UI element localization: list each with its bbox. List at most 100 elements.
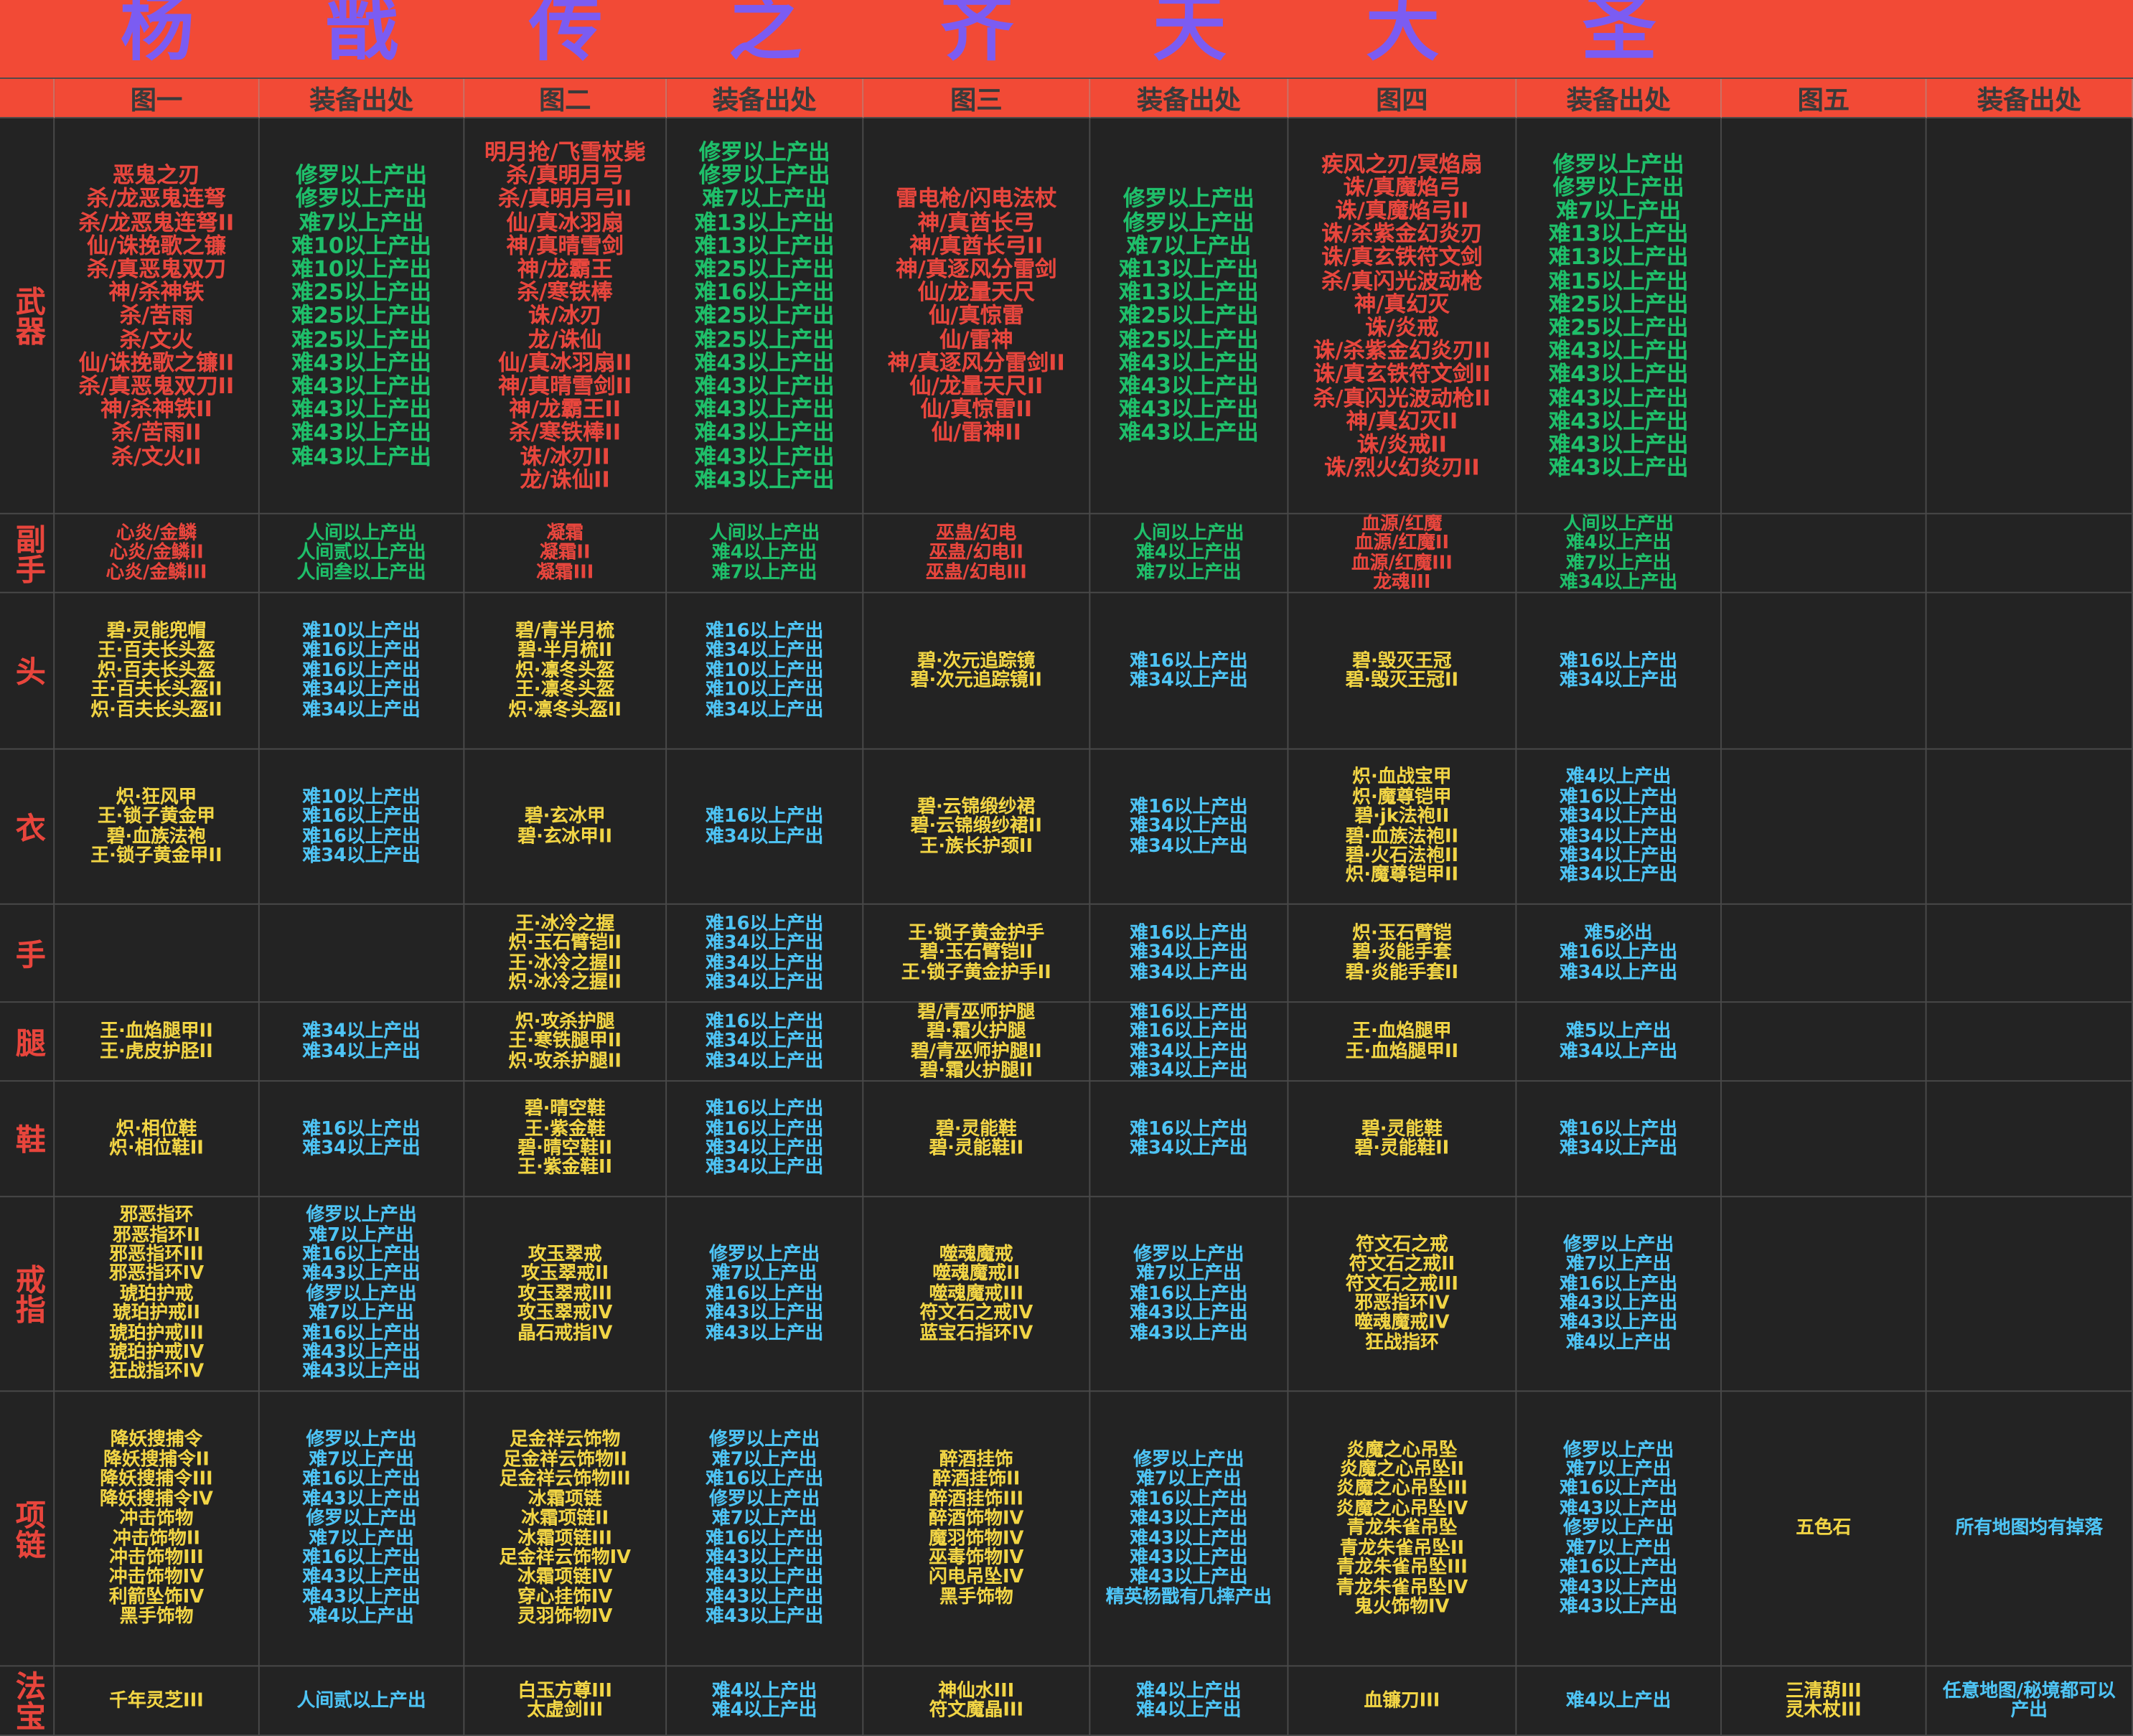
source-text: 难34以上产出 <box>705 825 824 848</box>
item-name: 仙/雷神II <box>931 419 1021 446</box>
source-text: 任意地图/秘境都可以 <box>1942 1679 2116 1702</box>
table-cell: 难34以上产出 难34以上产出 <box>259 1003 465 1082</box>
source-text: 难16以上产出 <box>705 805 824 827</box>
source-text: 难43以上产出 <box>694 466 835 492</box>
source-text: 难25以上产出 <box>1548 314 1689 340</box>
item-name: 心炎/金鳞 <box>116 522 197 545</box>
category-cell: 腿 <box>0 1003 55 1082</box>
table-cell: 难5以上产出 难34以上产出 <box>1516 1003 1722 1082</box>
source-text: 难43以上产出 <box>302 1566 421 1588</box>
item-name: 符文石之戒 <box>1356 1234 1448 1256</box>
source-text: 难16以上产出 <box>1560 942 1678 964</box>
item-name: 仙/龙量天尺II <box>909 372 1044 399</box>
item-name: 炽·相位鞋II <box>109 1137 204 1160</box>
title-cell: 戬 <box>260 0 465 79</box>
item-name: 足金祥云饰物 <box>510 1429 621 1451</box>
table-cell: 千年灵芝III <box>55 1666 260 1736</box>
item-name: 碧·灵能鞋 <box>1361 1117 1443 1140</box>
table-cell: 难4以上产出 难4以上产出 <box>1090 1666 1289 1736</box>
source-text: 难4以上产出 <box>1136 542 1242 564</box>
title-bar <box>0 0 2133 79</box>
item-name: 诛/真魔焰弓II <box>1335 197 1469 223</box>
item-name: 灵羽饰物IV <box>517 1605 613 1628</box>
item-name: 琥珀护戒 <box>119 1282 194 1305</box>
item-name: 仙/诛挽歌之镰 <box>87 232 226 258</box>
table-cell <box>1721 1003 1927 1082</box>
item-name: 龙/诛仙 <box>528 326 602 352</box>
item-name: 碧·次元追踪镜 <box>917 649 1036 672</box>
item-name: 冰霜项链 <box>528 1488 602 1510</box>
item-name: 冲击饰物IV <box>108 1566 205 1588</box>
source-text: 难7以上产出 <box>702 185 827 212</box>
header-text: 装备出处 <box>309 85 413 116</box>
source-text: 难43以上产出 <box>1119 419 1259 446</box>
table-cell: 修罗以上产出 修罗以上产出 难7以上产出 难13以上产出 难13以上产出 难15以上产出难… <box>1516 118 1722 515</box>
item-name: 凝霜 <box>546 522 583 545</box>
category-label: 手 <box>10 938 44 968</box>
source-text: 难25以上产出 <box>694 255 835 282</box>
item-name: 诛/真玄铁符文剑 <box>1321 244 1483 271</box>
item-name: 王·族长护颈II <box>919 835 1033 857</box>
source-text: 难4以上产出 <box>1136 1679 1242 1702</box>
source-text: 难43以上产出 <box>1560 1312 1678 1334</box>
item-name: 噬魂魔戒IV <box>1354 1312 1450 1334</box>
item-name: 碧·云锦缎纱裙II <box>910 815 1042 837</box>
header-cell <box>0 78 55 118</box>
table-cell: 五色石 <box>1721 1392 1927 1667</box>
item-name: 碧/青巫师护腿II <box>910 1040 1042 1062</box>
table-cell: 降妖搜捕令 降妖搜捕令II 降妖搜捕令III 降妖搜捕令IV 冲击饰物 冲击饰物II 冲击饰… <box>55 1392 260 1667</box>
table-cell: 难16以上产出 难34以上产出 <box>259 1082 465 1198</box>
item-name: 穿心挂饰IV <box>517 1585 613 1608</box>
source-text: 难16以上产出 <box>705 1117 824 1140</box>
source-text: 难43以上产出 <box>1560 1595 1678 1618</box>
item-name: 炽·冰冷之握II <box>508 971 622 993</box>
table-cell <box>1926 1197 2133 1392</box>
item-name: 足金祥云饰物IV <box>499 1547 632 1569</box>
table-cell: 攻玉翠戒 攻玉翠戒II 攻玉翠戒III 攻玉翠戒IV 晶石戒指IV <box>464 1197 667 1392</box>
source-text: 精英杨戬有几摔产出 <box>1105 1585 1272 1608</box>
item-name: 杀/龙恶鬼连弩 <box>87 185 226 212</box>
item-name: 碧·灵能鞋II <box>929 1137 1024 1160</box>
item-name: 碧·次元追踪镜II <box>910 669 1042 692</box>
header-cell: 图一 <box>55 78 260 118</box>
category-label: 戒指 <box>10 1264 44 1324</box>
source-text: 难34以上产出 <box>1130 1059 1248 1082</box>
item-name: 王·锁子黄金护手II <box>901 961 1051 984</box>
item-name: 神/真酋长弓II <box>909 232 1044 258</box>
item-name: 诛/炎戒II <box>1356 431 1448 458</box>
title-cell: 圣 <box>1516 0 1722 79</box>
header-text: 装备出处 <box>1137 85 1241 116</box>
item-name: 心炎/金鳞II <box>109 542 204 564</box>
header-text: 装备出处 <box>1977 85 2081 116</box>
source-text: 难43以上产出 <box>291 419 431 446</box>
title-char: 戬 <box>325 0 399 71</box>
source-text: 难7以上产出 <box>1136 1263 1242 1285</box>
source-text: 难34以上产出 <box>705 639 824 662</box>
item-name: 王·血焰腿甲II <box>100 1021 213 1043</box>
item-name: 青龙朱雀吊坠III <box>1336 1556 1468 1579</box>
table-cell: 修罗以上产出 难7以上产出 难16以上产出 修罗以上产出 难7以上产出 难16以上产出 难4… <box>667 1392 864 1667</box>
source-text: 产出 <box>2010 1699 2048 1722</box>
item-name: 碧·灵能兜帽 <box>106 620 207 642</box>
source-text: 修罗以上产出 <box>709 1488 820 1510</box>
item-name: 王·冰冷之握 <box>515 912 615 934</box>
table-cell <box>1926 749 2133 905</box>
source-text: 难43以上产出 <box>302 1585 421 1608</box>
source-text: 难16以上产出 <box>1130 1282 1248 1305</box>
source-text: 难5以上产出 <box>1565 1021 1672 1043</box>
source-text: 难43以上产出 <box>705 1566 824 1588</box>
source-text: 难4以上产出 <box>1565 532 1672 554</box>
item-name: 碧·霜火护腿II <box>919 1059 1033 1082</box>
source-text: 难34以上产出 <box>1560 864 1678 886</box>
item-name: 炽·百夫长头盔 <box>97 660 215 682</box>
source-text: 难43以上产出 <box>1548 337 1689 364</box>
source-text: 难43以上产出 <box>302 1488 421 1510</box>
item-name: 邪恶指环III <box>109 1243 204 1266</box>
source-text: 难16以上产出 <box>302 825 421 848</box>
item-name: 降妖搜捕令IV <box>99 1488 213 1510</box>
item-name: 疾风之刃/冥焰扇 <box>1321 150 1483 177</box>
item-name: 炎魔之心吊坠II <box>1339 1458 1465 1481</box>
source-text: 难16以上产出 <box>302 1117 421 1140</box>
item-name: 巫毒饰物IV <box>929 1547 1024 1569</box>
item-name: 炽·凛冬头盔 <box>515 660 615 682</box>
